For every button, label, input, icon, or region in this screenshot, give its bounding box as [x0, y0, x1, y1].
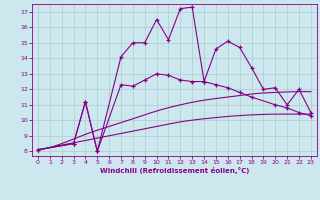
X-axis label: Windchill (Refroidissement éolien,°C): Windchill (Refroidissement éolien,°C) [100, 167, 249, 174]
